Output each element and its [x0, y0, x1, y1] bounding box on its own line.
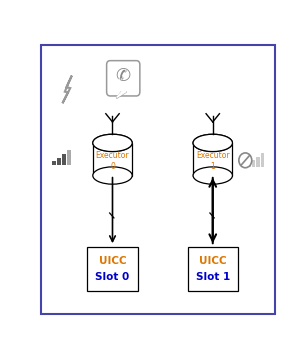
Text: UICC: UICC	[99, 256, 126, 266]
Ellipse shape	[93, 134, 132, 152]
Text: Executor: Executor	[196, 151, 229, 159]
Bar	[62, 154, 66, 166]
Bar	[67, 150, 71, 166]
Text: 1: 1	[210, 162, 215, 171]
Ellipse shape	[193, 167, 233, 184]
Bar	[57, 158, 61, 166]
Bar	[93, 143, 132, 176]
Ellipse shape	[193, 134, 233, 152]
Polygon shape	[117, 92, 126, 98]
Bar	[193, 143, 233, 176]
Bar	[252, 160, 255, 167]
Bar	[52, 161, 56, 166]
Text: Slot 0: Slot 0	[95, 272, 130, 282]
Bar	[261, 153, 264, 167]
Bar	[248, 163, 251, 167]
Text: 0: 0	[110, 162, 115, 171]
Bar	[87, 247, 138, 291]
Ellipse shape	[193, 134, 233, 152]
Text: ✆: ✆	[116, 67, 131, 85]
Text: UICC: UICC	[199, 256, 227, 266]
Circle shape	[239, 153, 252, 168]
Ellipse shape	[93, 134, 132, 152]
Ellipse shape	[93, 167, 132, 184]
Text: Slot 1: Slot 1	[196, 272, 230, 282]
FancyBboxPatch shape	[107, 61, 140, 96]
Text: Executor: Executor	[96, 151, 129, 159]
Bar	[188, 247, 238, 291]
Bar	[256, 157, 260, 167]
Polygon shape	[116, 92, 126, 98]
